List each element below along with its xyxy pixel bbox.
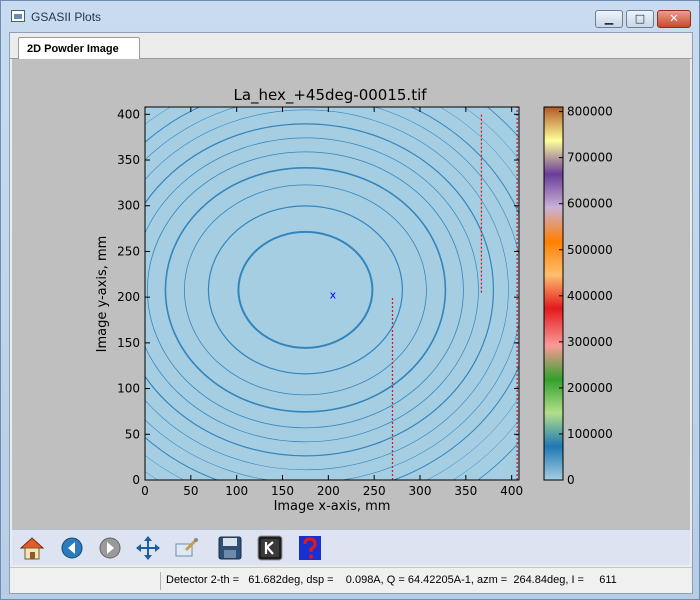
arrow-right-icon <box>99 537 121 559</box>
x-tick-label: 150 <box>271 484 294 498</box>
forward-button[interactable] <box>96 534 124 562</box>
x-tick-label: 50 <box>183 484 198 498</box>
app-icon <box>11 10 25 22</box>
colorbar-ticks: 0 100000 200000 300000 400000 500000 600000 700… <box>559 105 613 487</box>
plot-axes[interactable]: x <box>33 59 577 529</box>
y-axis-label: Image y-axis, mm <box>95 236 110 353</box>
close-button[interactable]: ✕ <box>657 10 691 28</box>
home-button[interactable] <box>18 534 46 562</box>
client-area: 2D Powder Image La_hex_+45deg-00015.tif … <box>9 32 693 594</box>
home-icon <box>19 537 45 560</box>
x-tick-label: 100 <box>225 484 248 498</box>
plot-canvas[interactable]: La_hex_+45deg-00015.tif x 0 50 100 150 200 25… <box>12 59 690 529</box>
status-bar: Detector 2-th = 61.682deg, dsp = 0.098A,… <box>10 567 692 593</box>
navigation-toolbar <box>12 529 690 565</box>
y-tick-label: 200 <box>117 290 140 304</box>
minimize-button[interactable]: ▁ <box>595 10 623 28</box>
diffraction-ring <box>237 230 374 349</box>
colorbar-tick-label: 200000 <box>567 381 613 395</box>
detector-streaks <box>391 107 518 480</box>
y-tick-label: 300 <box>117 199 140 213</box>
move-icon <box>136 536 160 560</box>
y-axis-ticks: 0 50 100 150 200 250 300 350 400 <box>117 107 519 487</box>
axes-frame <box>144 106 520 481</box>
y-tick-label: 50 <box>125 427 140 441</box>
zoom-button[interactable] <box>172 534 200 562</box>
window-title: GSASII Plots <box>31 10 102 24</box>
colorbar-tick-label: 0 <box>567 473 575 487</box>
colorbar-tick-label: 100000 <box>567 427 613 441</box>
question-mark-icon <box>299 536 321 560</box>
x-tick-label: 400 <box>500 484 523 498</box>
y-tick-label: 400 <box>117 107 140 121</box>
x-tick-label: 300 <box>409 484 432 498</box>
y-tick-label: 350 <box>117 153 140 167</box>
pan-button[interactable] <box>134 534 162 562</box>
tab-divider <box>10 58 692 59</box>
colorbar <box>543 106 564 481</box>
back-button[interactable] <box>58 534 86 562</box>
y-tick-label: 0 <box>132 473 140 487</box>
plot-title: La_hex_+45deg-00015.tif <box>233 86 427 105</box>
arrow-left-icon <box>61 537 83 559</box>
diffraction-ring <box>207 205 404 375</box>
diffraction-ring <box>145 109 509 471</box>
minimize-icon: ▁ <box>604 12 614 25</box>
x-tick-label: 0 <box>141 484 149 498</box>
y-tick-label: 250 <box>117 244 140 258</box>
y-tick-label: 150 <box>117 336 140 350</box>
colorbar-tick-label: 500000 <box>567 243 613 257</box>
cursor-readout: Detector 2-th = 61.682deg, dsp = 0.098A,… <box>166 574 617 586</box>
close-icon: ✕ <box>669 12 679 25</box>
x-tick-label: 250 <box>363 484 386 498</box>
key-button[interactable] <box>256 534 284 562</box>
diffraction-rings <box>145 107 519 480</box>
colorbar-tick-label: 400000 <box>567 289 613 303</box>
y-tick-label: 100 <box>117 382 140 396</box>
image-plot[interactable]: La_hex_+45deg-00015.tif x 0 50 100 150 200 25… <box>12 59 690 529</box>
colorbar-tick-label: 300000 <box>567 335 613 349</box>
floppy-disk-icon <box>218 536 242 560</box>
maximize-button[interactable]: □ <box>626 10 654 28</box>
x-tick-label: 200 <box>317 484 340 498</box>
zoom-rect-icon <box>175 538 198 557</box>
maximize-icon: □ <box>634 12 646 25</box>
save-button[interactable] <box>216 534 244 562</box>
diffraction-ring <box>145 123 494 457</box>
beam-center-marker: x <box>330 288 337 301</box>
diffraction-ring <box>184 184 427 396</box>
diffraction-ring <box>145 137 479 443</box>
image-background <box>145 107 519 480</box>
x-axis-ticks: 0 50 100 150 200 250 300 350 400 <box>141 107 523 498</box>
title-bar[interactable]: GSASII Plots ▁ □ ✕ <box>1 1 699 31</box>
diffraction-ring <box>164 167 447 413</box>
help-button[interactable] <box>296 534 324 562</box>
tab-2d-powder-image[interactable]: 2D Powder Image <box>18 37 140 59</box>
colorbar-tick-label: 700000 <box>567 151 613 165</box>
k-key-icon <box>257 535 283 561</box>
diffraction-ring <box>147 151 464 429</box>
x-axis-label: Image x-axis, mm <box>274 499 391 514</box>
colorbar-tick-label: 800000 <box>567 105 613 119</box>
x-tick-label: 350 <box>454 484 477 498</box>
status-separator <box>160 572 161 590</box>
colorbar-tick-label: 600000 <box>567 197 613 211</box>
